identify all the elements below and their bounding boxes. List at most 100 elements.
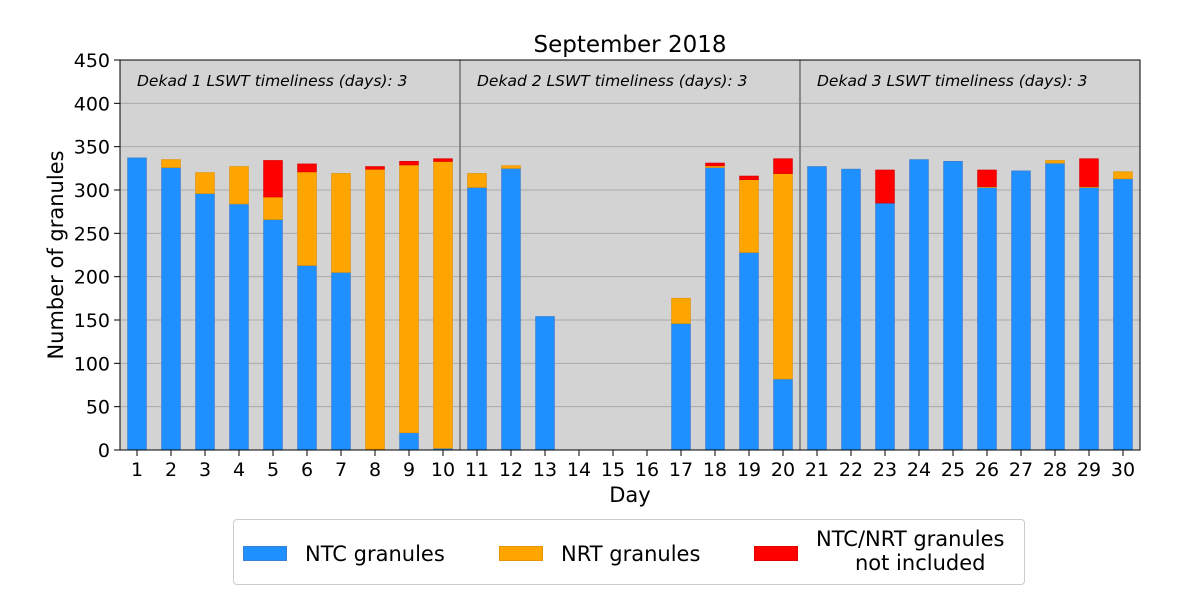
bar: [399, 432, 419, 451]
x-tick-label: 14: [567, 459, 591, 481]
bar: [943, 160, 963, 451]
x-tick-label: 26: [975, 459, 999, 481]
bar: [365, 168, 385, 450]
x-axis: 1 2 3 4 5 6 7 8 9 10 11 12 13 14 15 16 17 18 19 20 21 22 23 24 2…: [131, 450, 1135, 481]
bar: [977, 169, 997, 187]
bars: [127, 157, 1133, 451]
x-tick-label: 11: [465, 459, 489, 481]
bar: [467, 186, 487, 451]
legend-label-not-included: NTC/NRT granules not included: [816, 527, 1005, 575]
bar: [297, 171, 317, 266]
bar: [501, 165, 521, 169]
bar: [705, 167, 725, 451]
annotations: Dekad 1 LSWT timeliness (days): 3 Dekad 2…: [137, 72, 1087, 90]
bar: [1045, 162, 1065, 451]
x-tick-label: 24: [907, 459, 931, 481]
bar: [535, 316, 555, 451]
bar: [841, 168, 861, 451]
grid: [120, 102, 1140, 408]
bar: [909, 159, 929, 451]
x-tick-label: 16: [635, 459, 659, 481]
y-axis: 0 50 100 150 200 250 300 350 400 450: [74, 50, 120, 462]
legend-swatch-nrt: [499, 546, 543, 561]
bar: [875, 202, 895, 451]
plot-frame: [119, 59, 1141, 451]
x-tick-label: 8: [369, 459, 381, 481]
x-tick-label: 15: [601, 459, 625, 481]
bar: [161, 167, 181, 451]
plot-area: [120, 60, 1140, 450]
x-tick-label: 1: [131, 459, 143, 481]
y-tick-label: 0: [98, 440, 110, 462]
x-tick-label: 6: [301, 459, 313, 481]
x-tick-label: 22: [839, 459, 863, 481]
y-tick-label: 400: [74, 93, 110, 115]
bar: [297, 163, 317, 173]
x-tick-label: 9: [403, 459, 415, 481]
bar: [1045, 160, 1065, 164]
x-axis-label: Day: [609, 483, 650, 507]
y-tick-label: 100: [74, 353, 110, 375]
bar: [433, 158, 453, 162]
dekad-annotation: Dekad 3 LSWT timeliness (days): 3: [817, 72, 1087, 90]
bar: [229, 166, 249, 205]
x-tick-label: 17: [669, 459, 693, 481]
x-tick-label: 10: [431, 459, 455, 481]
bar: [127, 157, 147, 451]
bar: [195, 172, 215, 194]
legend-label-ntc: NTC granules: [305, 542, 445, 566]
x-tick-label: 25: [941, 459, 965, 481]
y-tick-label: 250: [74, 223, 110, 245]
y-tick-label: 200: [74, 267, 110, 289]
x-tick-label: 12: [499, 459, 523, 481]
bar: [263, 219, 283, 451]
bar: [875, 169, 895, 204]
bar: [1113, 171, 1133, 180]
bar: [773, 378, 793, 451]
y-tick-label: 300: [74, 180, 110, 202]
y-tick-label: 450: [74, 50, 110, 72]
legend-label-nrt: NRT granules: [561, 542, 701, 566]
bar: [671, 297, 691, 324]
bar: [365, 166, 385, 170]
bar: [1079, 158, 1099, 187]
x-tick-label: 7: [335, 459, 347, 481]
bar: [1079, 186, 1099, 451]
bar: [705, 162, 725, 167]
bar: [195, 193, 215, 451]
x-tick-label: 19: [737, 459, 761, 481]
bar: [773, 158, 793, 174]
x-tick-label: 21: [805, 459, 829, 481]
bar: [399, 164, 419, 434]
bar: [331, 173, 351, 273]
y-axis-label: Number of granules: [44, 150, 68, 359]
legend-swatch-not-included: [754, 546, 798, 561]
y-tick-label: 150: [74, 310, 110, 332]
bar: [977, 186, 997, 451]
x-tick-label: 18: [703, 459, 727, 481]
x-tick-label: 28: [1043, 459, 1067, 481]
bar: [297, 264, 317, 451]
bar: [807, 166, 827, 451]
y-tick-label: 350: [74, 137, 110, 159]
bar: [399, 160, 419, 166]
x-tick-label: 30: [1111, 459, 1135, 481]
y-tick-label: 50: [86, 397, 110, 419]
bar: [161, 159, 181, 168]
chart-title: September 2018: [534, 32, 727, 58]
legend: NTC granules NRT granules NTC/NRT granul…: [233, 519, 1025, 585]
bar: [263, 196, 283, 220]
bar: [739, 179, 759, 253]
legend-swatch-ntc: [243, 546, 287, 561]
x-tick-label: 13: [533, 459, 557, 481]
x-tick-label: 2: [165, 459, 177, 481]
x-tick-label: 20: [771, 459, 795, 481]
x-tick-label: 29: [1077, 459, 1101, 481]
bar: [671, 323, 691, 451]
bar: [739, 175, 759, 180]
bar: [773, 173, 793, 380]
bar: [1011, 170, 1031, 451]
x-tick-label: 4: [233, 459, 245, 481]
dekad-annotation: Dekad 1 LSWT timeliness (days): 3: [137, 72, 407, 90]
